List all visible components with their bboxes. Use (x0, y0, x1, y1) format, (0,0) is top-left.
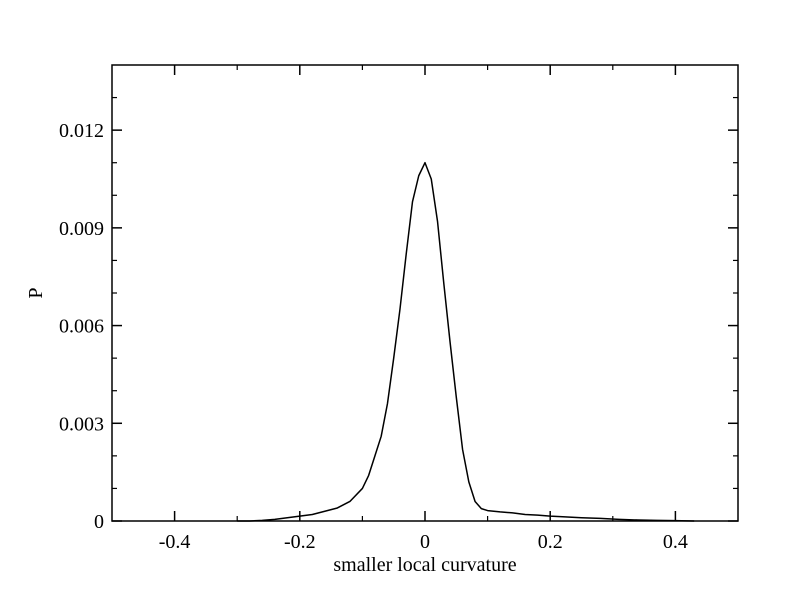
x-tick-label: -0.2 (284, 531, 316, 553)
x-tick-label: -0.4 (159, 531, 191, 553)
y-tick-label: 0.009 (59, 218, 104, 240)
tick-labels: -0.4 -0.2 0 0.2 0.4 0 0.003 0.006 0.009 0.012 (59, 120, 688, 553)
y-tick-label: 0.003 (59, 413, 104, 435)
y-tick-label: 0.006 (59, 316, 104, 338)
y-tick-label: 0.012 (59, 120, 104, 142)
x-axis-label: smaller local curvature (333, 554, 516, 576)
x-tick-label: 0 (420, 531, 430, 553)
plot-frame (111, 64, 739, 522)
series-layer (237, 161, 695, 522)
y-axis-label: P (25, 287, 47, 298)
x-tick-label: 0.2 (538, 531, 563, 553)
ticks-layer (112, 65, 738, 522)
x-tick-label: 0.4 (663, 531, 688, 553)
series-line (237, 161, 695, 522)
y-tick-label: 0 (94, 511, 104, 533)
